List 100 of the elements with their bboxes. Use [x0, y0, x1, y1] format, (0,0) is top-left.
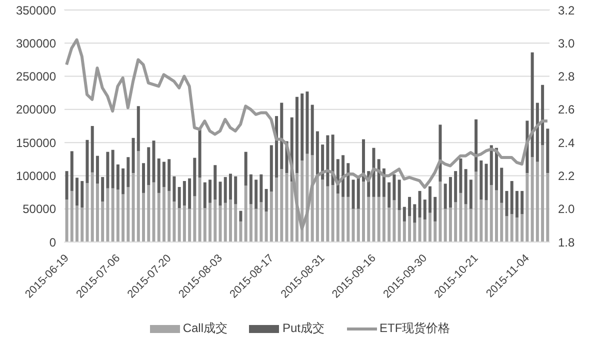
bar [126, 186, 130, 242]
bar [285, 173, 288, 242]
bar [310, 104, 314, 156]
bar [249, 204, 252, 242]
bar [193, 196, 196, 242]
bar [352, 208, 355, 242]
bar [495, 190, 498, 242]
bar [459, 158, 462, 193]
legend-label: Call成交 [182, 320, 228, 337]
bar [526, 173, 529, 242]
bar [392, 200, 396, 242]
bar [65, 200, 68, 242]
bar [168, 190, 171, 242]
bar [541, 84, 544, 146]
y-tick-label: 250000 [16, 70, 56, 84]
bar [198, 178, 202, 242]
bar [111, 188, 114, 242]
y2-tick-label: 2.8 [558, 70, 576, 84]
bar [438, 182, 442, 242]
bar [300, 94, 304, 160]
bar [142, 192, 146, 242]
bar [418, 217, 422, 242]
bar [280, 102, 284, 170]
bar [193, 158, 196, 196]
bar [264, 212, 268, 242]
bar [249, 174, 252, 204]
bar [454, 202, 458, 242]
y-tick-label: 50000 [22, 202, 56, 216]
y2-tick-label: 2.6 [558, 102, 576, 117]
bar [264, 188, 268, 212]
bar [438, 124, 442, 182]
y-tick-label: 300000 [16, 36, 56, 50]
bar [244, 186, 248, 242]
bar [515, 217, 518, 242]
bar [142, 163, 146, 193]
bar [96, 156, 99, 184]
bar [541, 145, 544, 242]
bar [536, 102, 539, 162]
y2-tick-label: 2.4 [558, 136, 576, 150]
bar [234, 204, 238, 242]
bar [434, 196, 437, 222]
bar [188, 178, 192, 209]
bar [254, 180, 258, 209]
bar [413, 222, 416, 242]
bar [188, 208, 192, 242]
bar [70, 151, 74, 191]
bar [316, 174, 319, 242]
bar [398, 210, 401, 242]
bar [515, 190, 518, 218]
y-tick-label: 150000 [16, 136, 56, 150]
bar [480, 160, 483, 200]
bar [208, 180, 212, 203]
bar [474, 172, 478, 242]
bar [342, 155, 345, 197]
bar [218, 182, 222, 206]
bar [178, 186, 181, 208]
bar [76, 178, 79, 206]
bar [152, 182, 156, 242]
bar [101, 202, 104, 242]
bar [132, 138, 135, 174]
bar [402, 221, 406, 242]
bar [342, 196, 345, 242]
bar [336, 194, 340, 242]
bar [326, 135, 330, 186]
bar [388, 182, 391, 208]
bar [136, 151, 140, 242]
bar [275, 178, 278, 242]
bar [495, 148, 498, 190]
bar [157, 158, 160, 193]
bar [510, 214, 514, 242]
bar [65, 171, 68, 200]
y2-tick-label: 2.2 [558, 168, 576, 183]
y-tick-label: 350000 [16, 3, 56, 18]
bar [80, 181, 84, 208]
bar [239, 221, 242, 242]
y2-tick-label: 3.0 [558, 36, 576, 50]
bar [106, 188, 110, 242]
bar [321, 144, 324, 180]
bar [500, 202, 504, 242]
bar [413, 204, 416, 223]
bar [428, 212, 432, 242]
bar [356, 178, 360, 209]
bar [86, 140, 89, 184]
bar [162, 162, 166, 187]
bar [408, 216, 412, 242]
bar [116, 164, 120, 190]
bar [182, 206, 186, 242]
bar [418, 190, 422, 218]
bar [224, 202, 227, 242]
bar [260, 174, 263, 202]
bar [80, 208, 84, 242]
bar [464, 169, 468, 204]
bar [224, 177, 227, 203]
bar [377, 196, 380, 242]
y2-tick-label: 3.2 [558, 3, 576, 18]
bar [122, 194, 125, 242]
bar [270, 192, 273, 242]
bar [454, 171, 458, 202]
bar [290, 182, 294, 242]
bar [530, 52, 534, 158]
